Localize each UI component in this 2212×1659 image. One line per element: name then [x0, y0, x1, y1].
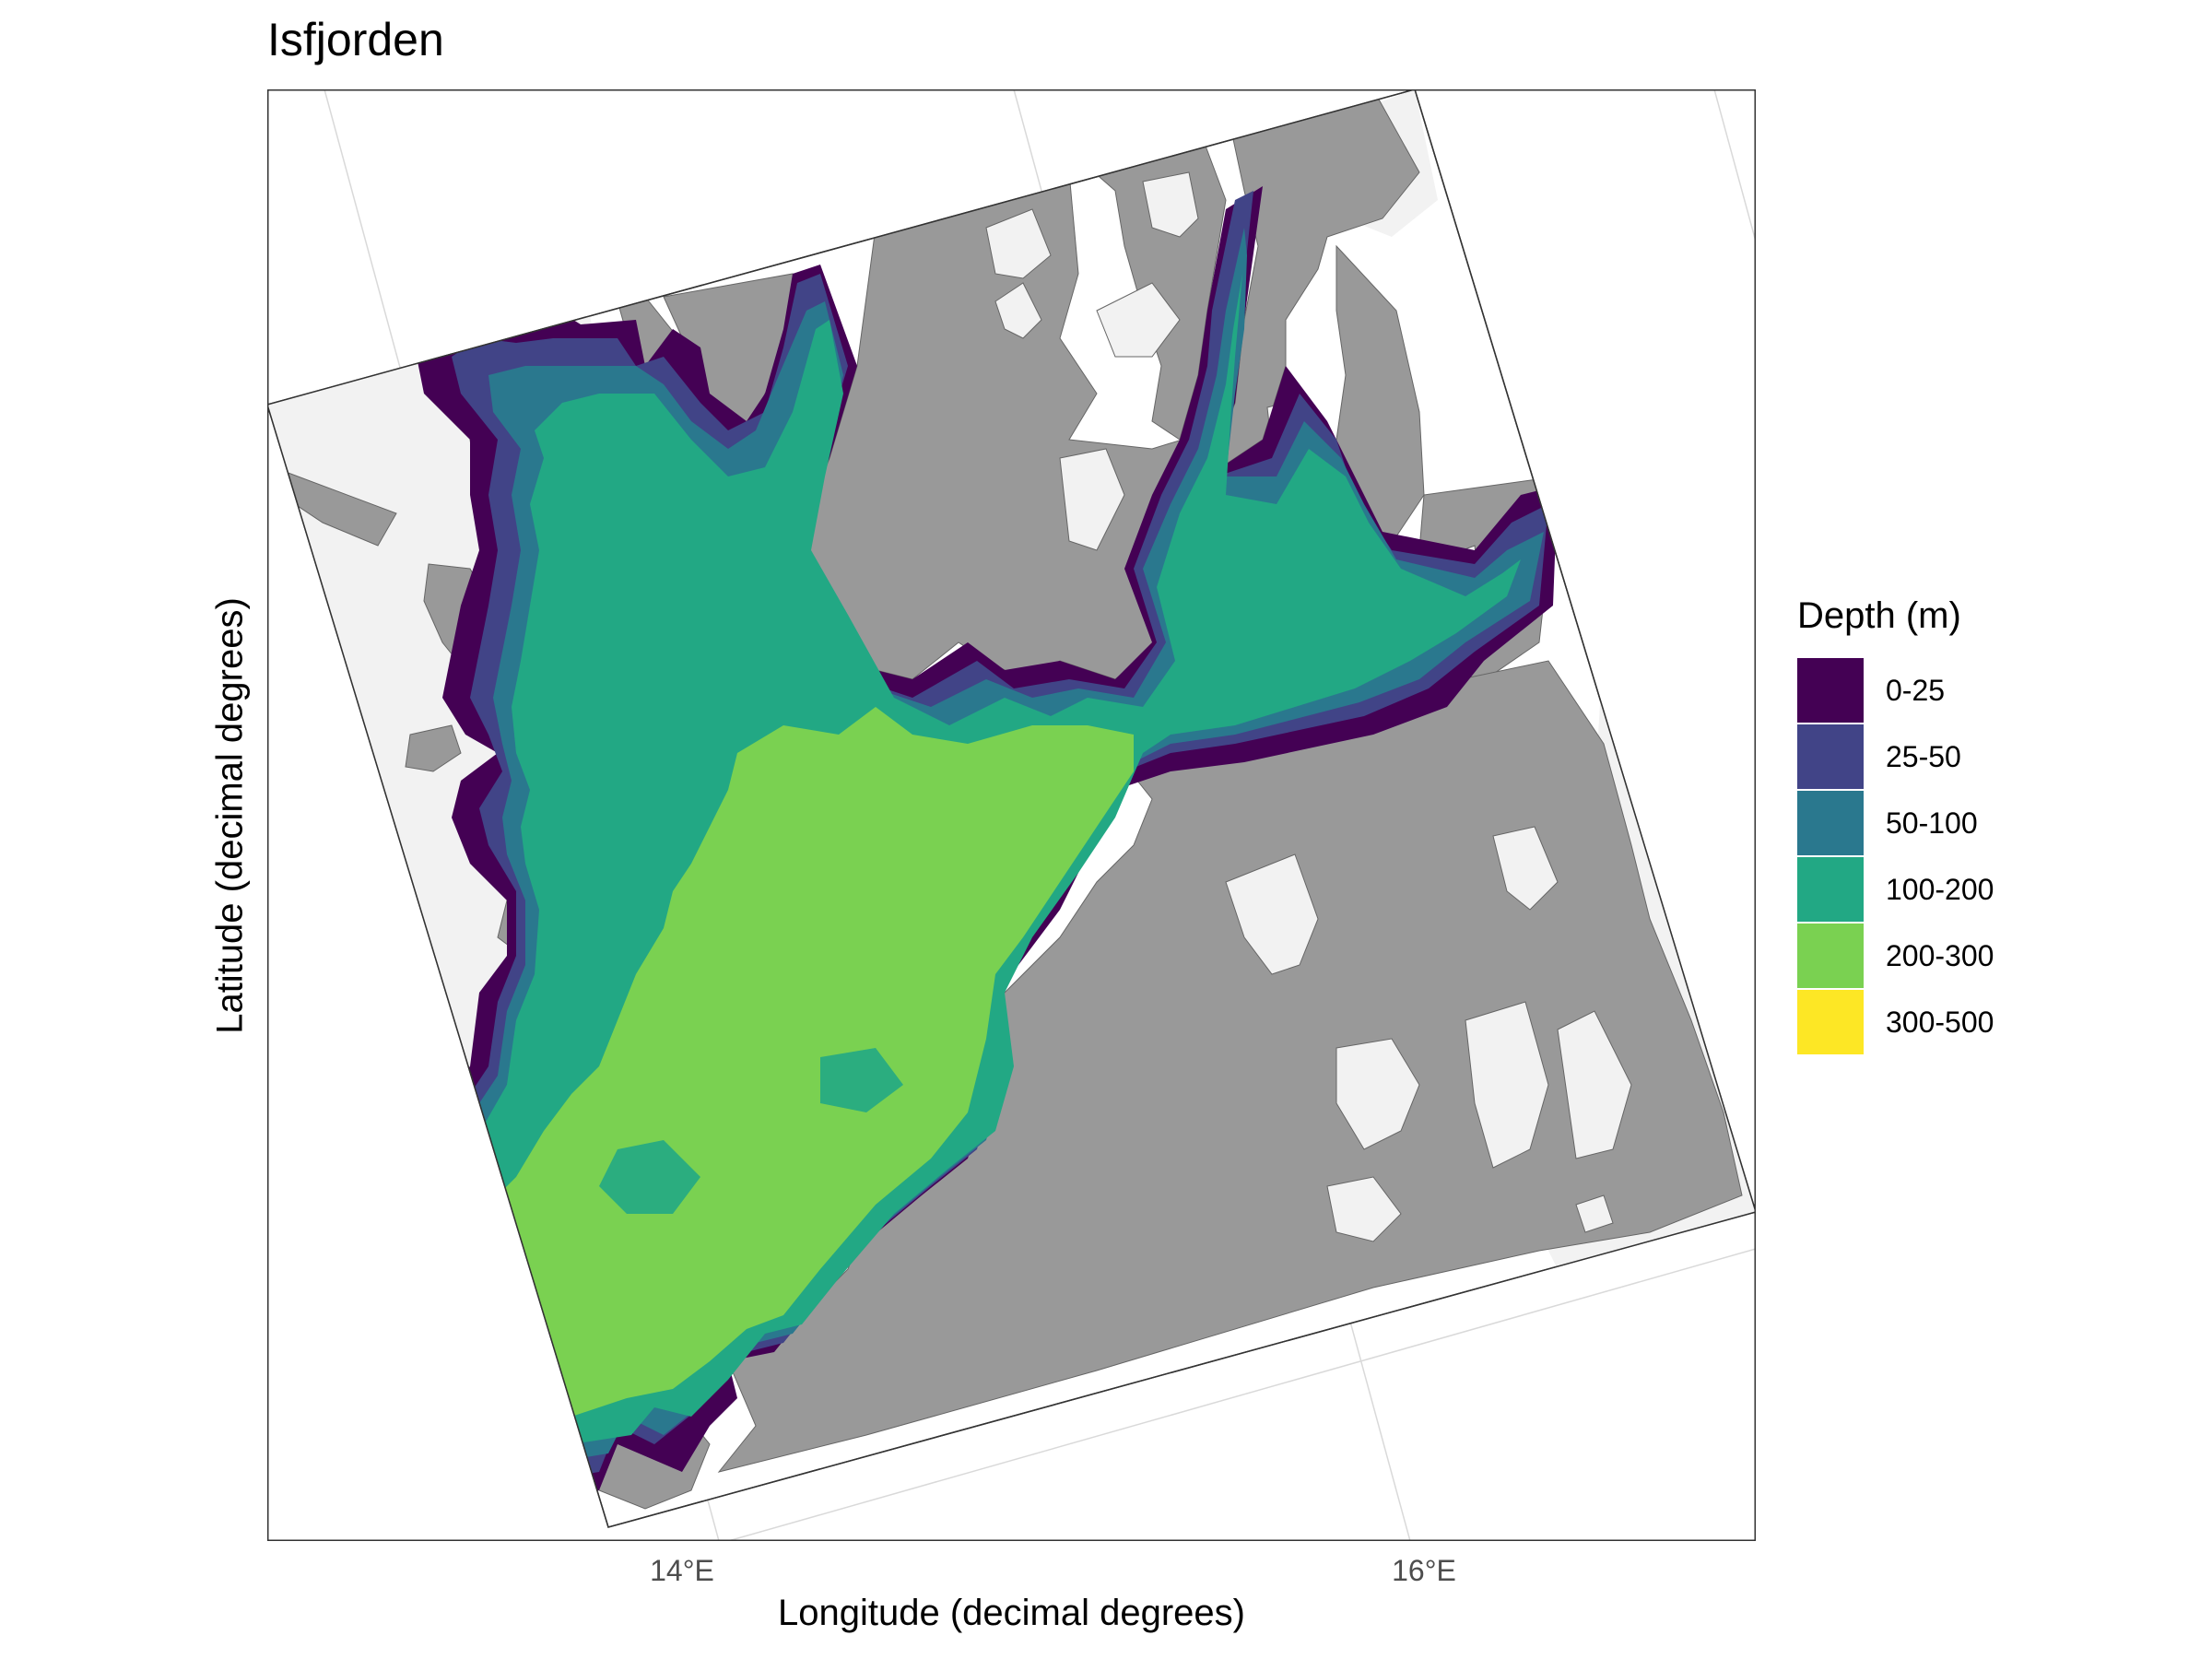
legend-item: 25-50: [1797, 724, 1994, 790]
map-panel: [267, 89, 1756, 1541]
y-axis-label-container: Latitude (decimal degrees): [203, 89, 258, 1541]
legend-items: 0-25 25-50 50-100 100-200 200-300 300-50…: [1797, 657, 1994, 1055]
legend-swatch: [1797, 658, 1864, 723]
x-tick-label: 16°E: [1392, 1554, 1456, 1588]
legend-title: Depth (m): [1797, 595, 1994, 637]
legend-label: 25-50: [1886, 740, 1961, 774]
legend-item: 300-500: [1797, 989, 1994, 1055]
legend-label: 0-25: [1886, 674, 1945, 708]
legend-label: 50-100: [1886, 806, 1978, 841]
legend-label: 100-200: [1886, 873, 1994, 907]
legend-swatch: [1797, 857, 1864, 922]
legend-item: 200-300: [1797, 923, 1994, 989]
x-tick-label: 14°E: [650, 1554, 714, 1588]
legend-swatch: [1797, 990, 1864, 1054]
legend-item: 50-100: [1797, 790, 1994, 856]
legend-item: 0-25: [1797, 657, 1994, 724]
legend-label: 300-500: [1886, 1006, 1994, 1040]
y-axis-label: Latitude (decimal degrees): [210, 597, 252, 1034]
legend-label: 200-300: [1886, 939, 1994, 973]
legend: Depth (m) 0-25 25-50 50-100 100-200 200-…: [1797, 595, 1994, 1055]
x-axis-label: Longitude (decimal degrees): [267, 1593, 1756, 1634]
map-title: Isfjorden: [267, 13, 444, 66]
depth-300-500: [396, 1228, 521, 1380]
legend-item: 100-200: [1797, 856, 1994, 923]
legend-swatch: [1797, 924, 1864, 988]
legend-swatch: [1797, 791, 1864, 855]
legend-swatch: [1797, 724, 1864, 789]
